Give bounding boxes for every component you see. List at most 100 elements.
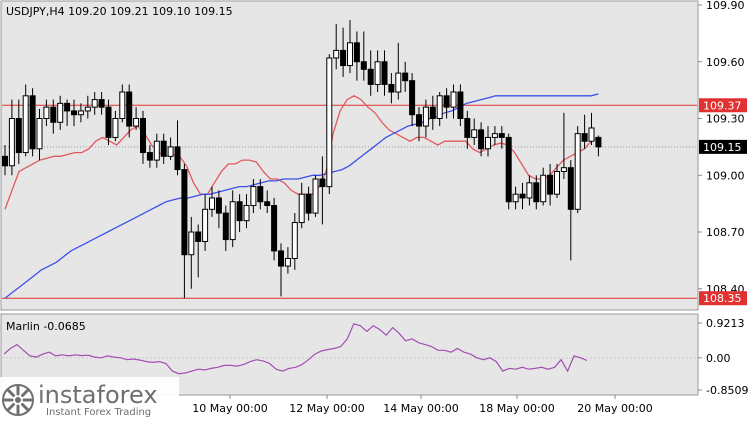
candle-body-bear xyxy=(29,95,36,150)
candle xyxy=(153,133,160,168)
candle-body-bull xyxy=(560,167,567,172)
candle xyxy=(478,122,485,157)
candle xyxy=(305,186,312,221)
symbol-info: USDJPY,H4 109.20 109.21 109.10 109.15 xyxy=(6,5,233,18)
time-tick-label: 10 May 00:00 xyxy=(192,402,267,415)
candle xyxy=(2,144,8,176)
candle-body-bull xyxy=(209,197,215,210)
candle xyxy=(326,54,333,195)
candle xyxy=(588,112,595,145)
candle xyxy=(540,167,547,206)
candle-body-bull xyxy=(8,118,15,167)
price-tick-label: 108.70 xyxy=(706,226,745,239)
candle xyxy=(146,144,153,168)
candle-body-bull xyxy=(512,193,519,203)
price-tick-label: 109.90 xyxy=(706,0,745,12)
candle-body-bull xyxy=(333,49,340,59)
candle-body-bull xyxy=(153,140,160,161)
candle-body-bull xyxy=(491,133,498,138)
candle-body-bull xyxy=(202,208,209,242)
candle xyxy=(422,99,429,138)
candle-body-bear xyxy=(429,106,436,120)
candle-body-bull xyxy=(485,136,491,150)
candle xyxy=(498,126,505,149)
candle xyxy=(264,190,271,214)
candle-body-bear xyxy=(71,110,77,116)
candle-body-bear xyxy=(319,178,326,188)
level-label: 109.37 xyxy=(703,99,742,112)
candle-body-bull xyxy=(284,257,291,267)
candle-body-bear xyxy=(181,169,188,256)
candle-body-bull xyxy=(243,205,250,222)
candle xyxy=(554,163,560,198)
candle xyxy=(188,216,195,289)
candle xyxy=(347,20,353,74)
price-tick-label: 109.30 xyxy=(706,113,745,126)
candle-body-bear xyxy=(533,182,540,203)
instaforex-logo: instaforex Instant Forex Trading xyxy=(0,377,179,421)
candle-body-bear xyxy=(146,152,153,161)
candle-body-bull xyxy=(119,91,126,120)
candle xyxy=(353,31,360,81)
marlin-title: Marlin -0.0685 xyxy=(6,320,86,333)
candle xyxy=(595,135,602,157)
candle-body-bear xyxy=(50,106,57,123)
candle-body-bull xyxy=(291,222,298,259)
candle-body-bull xyxy=(436,95,443,120)
candle xyxy=(222,205,229,251)
logo-icon xyxy=(2,384,34,416)
candle xyxy=(429,95,436,130)
candle xyxy=(29,88,36,157)
candle-body-bear xyxy=(367,68,374,85)
candle-body-bull xyxy=(422,106,429,127)
candle-body-bear xyxy=(195,231,202,242)
candle xyxy=(91,92,98,115)
candle xyxy=(15,99,22,164)
marlin-tick-label: 0.00 xyxy=(706,352,731,365)
ma-slow-line xyxy=(4,93,599,299)
candle xyxy=(77,103,84,123)
candle xyxy=(250,179,257,214)
candle xyxy=(195,224,202,278)
candle xyxy=(174,120,181,176)
candle-body-bear xyxy=(381,61,388,85)
candle-body-bear xyxy=(595,136,602,148)
candle xyxy=(360,31,367,81)
candle-body-bear xyxy=(581,133,588,142)
candle-body-bear xyxy=(416,114,422,127)
candle xyxy=(409,73,416,127)
candle xyxy=(57,95,64,130)
candle-body-bull xyxy=(312,178,319,214)
candle-body-bear xyxy=(174,146,181,171)
candle xyxy=(436,92,443,127)
candle-body-bull xyxy=(133,118,140,127)
candle xyxy=(388,73,395,104)
candle-body-bull xyxy=(250,186,257,207)
candle-body-bear xyxy=(160,140,167,157)
candle-body-bear xyxy=(505,136,512,203)
candle xyxy=(526,175,533,206)
candle-body-bull xyxy=(43,106,50,120)
candle xyxy=(181,163,188,299)
candle xyxy=(471,118,478,145)
candle xyxy=(84,95,91,119)
candle-body-bear xyxy=(264,201,271,207)
candle-body-bear xyxy=(278,250,284,267)
candle xyxy=(8,99,15,176)
candle-body-bull xyxy=(91,99,98,108)
candle-body-bear xyxy=(498,133,505,138)
candle-body-bull xyxy=(77,110,84,116)
candle-body-bull xyxy=(36,118,43,150)
candle-body-bear xyxy=(98,99,105,108)
candle xyxy=(381,50,388,96)
candle xyxy=(71,99,77,127)
candle xyxy=(340,27,347,77)
candle xyxy=(574,126,581,214)
candle xyxy=(367,50,374,96)
candle-body-bear xyxy=(478,129,485,150)
candle xyxy=(278,243,284,297)
candle-body-bull xyxy=(471,129,478,138)
marlin-tick-label: -0.8509 xyxy=(706,384,748,397)
candle xyxy=(243,194,250,229)
